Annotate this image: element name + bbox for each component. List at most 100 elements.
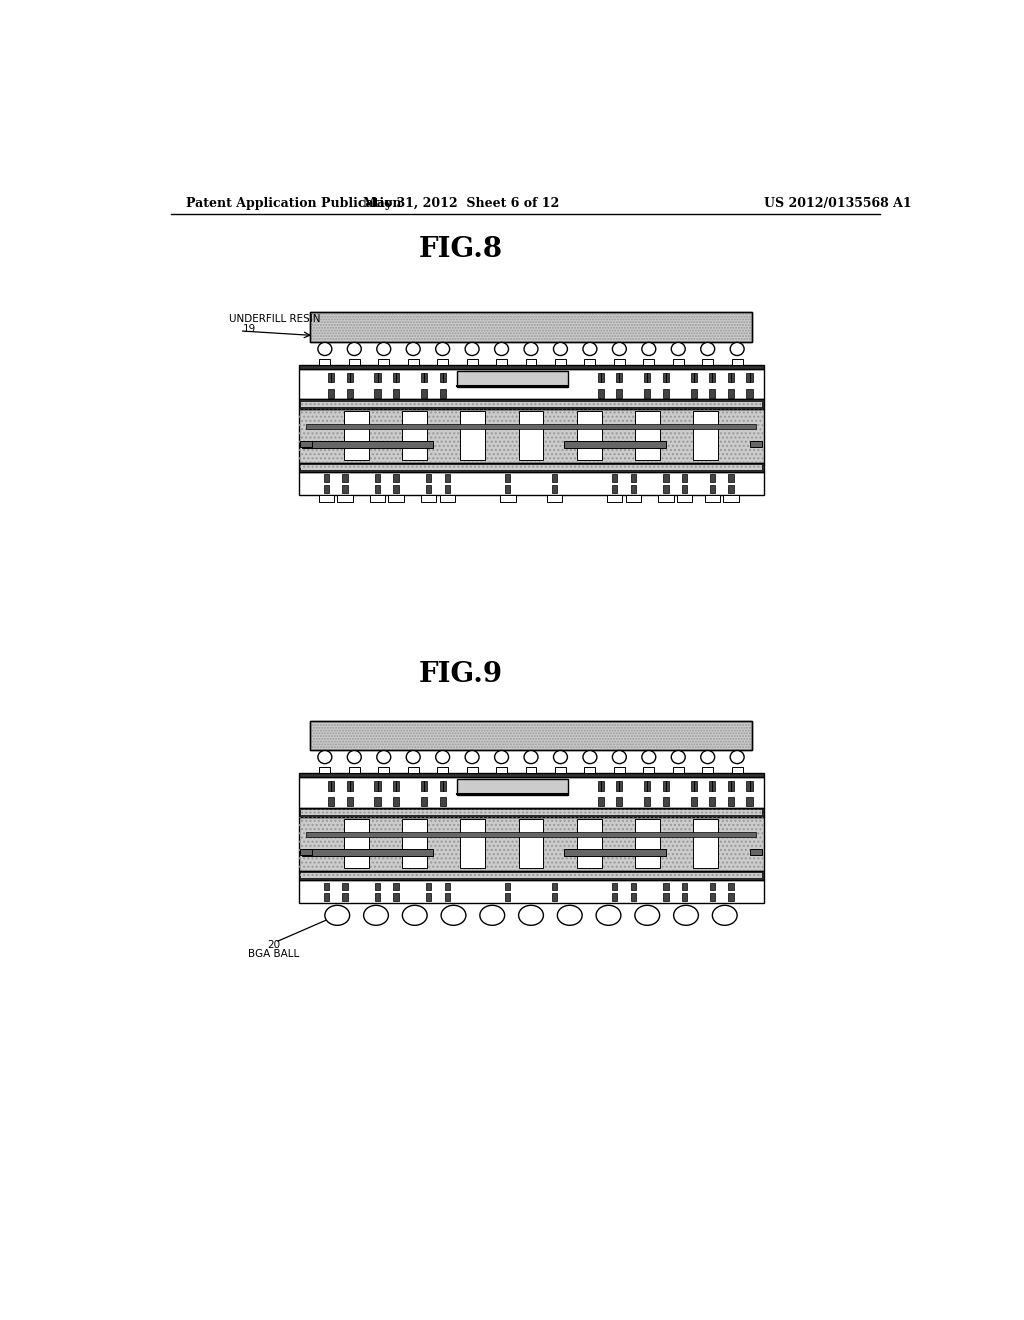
Bar [444, 883, 450, 890]
Bar [732, 767, 742, 774]
Bar [585, 767, 595, 774]
Bar [505, 894, 510, 902]
Bar [299, 774, 764, 776]
Ellipse shape [557, 906, 583, 925]
Bar [702, 359, 713, 364]
Bar [393, 894, 399, 902]
Bar [444, 486, 450, 494]
Bar [324, 894, 329, 902]
Bar [342, 883, 348, 890]
Bar [299, 880, 764, 903]
Bar [349, 767, 359, 774]
Ellipse shape [596, 906, 621, 925]
Bar [644, 797, 650, 807]
Bar [598, 374, 604, 383]
Bar [518, 411, 544, 461]
Ellipse shape [524, 751, 538, 763]
Bar [299, 776, 764, 808]
Ellipse shape [435, 751, 450, 763]
Bar [375, 883, 380, 890]
Bar [393, 781, 399, 791]
Ellipse shape [407, 751, 420, 763]
Bar [746, 797, 753, 807]
Bar [751, 849, 762, 855]
Bar [723, 495, 738, 502]
Bar [349, 359, 359, 364]
Ellipse shape [317, 751, 332, 763]
Bar [344, 818, 369, 869]
Bar [552, 894, 557, 902]
Bar [728, 781, 734, 791]
Bar [300, 465, 762, 470]
Bar [319, 359, 331, 364]
Bar [324, 486, 329, 494]
Bar [299, 409, 764, 462]
Bar [732, 359, 742, 364]
Bar [393, 883, 399, 890]
Bar [693, 411, 718, 461]
Bar [693, 818, 718, 869]
Bar [644, 388, 650, 397]
Bar [319, 767, 331, 774]
Bar [616, 374, 623, 383]
Bar [306, 832, 756, 837]
Bar [346, 388, 352, 397]
Bar [505, 486, 510, 494]
Ellipse shape [674, 906, 698, 925]
Ellipse shape [441, 906, 466, 925]
Bar [552, 474, 557, 482]
Bar [555, 767, 566, 774]
Bar [746, 374, 753, 383]
Ellipse shape [518, 906, 544, 925]
Bar [682, 883, 687, 890]
Bar [505, 474, 510, 482]
Ellipse shape [347, 751, 361, 763]
Ellipse shape [635, 906, 659, 925]
Bar [437, 359, 449, 364]
Bar [673, 767, 684, 774]
Bar [299, 364, 764, 368]
Bar [496, 359, 507, 364]
Bar [710, 474, 715, 482]
Bar [299, 471, 764, 495]
Bar [310, 313, 752, 342]
Bar [673, 359, 684, 364]
Bar [439, 374, 445, 383]
Bar [682, 474, 687, 482]
Bar [299, 368, 764, 400]
Bar [328, 797, 334, 807]
Bar [710, 781, 716, 791]
Bar [342, 474, 348, 482]
Bar [710, 388, 716, 397]
Bar [467, 767, 477, 774]
Bar [612, 486, 617, 494]
Bar [310, 313, 752, 342]
Ellipse shape [612, 342, 627, 355]
Bar [658, 495, 674, 502]
Ellipse shape [364, 906, 388, 925]
Ellipse shape [700, 342, 715, 355]
Bar [728, 797, 734, 807]
Bar [563, 849, 666, 857]
Bar [664, 894, 669, 902]
Bar [552, 486, 557, 494]
Bar [746, 781, 753, 791]
Bar [690, 374, 697, 383]
Bar [663, 781, 669, 791]
Text: FIG.8: FIG.8 [419, 236, 504, 263]
Bar [378, 359, 389, 364]
Bar [563, 441, 666, 447]
Bar [635, 818, 659, 869]
Bar [324, 474, 329, 482]
Bar [310, 721, 752, 750]
Bar [408, 767, 419, 774]
Bar [643, 359, 654, 364]
Bar [344, 411, 369, 461]
Bar [437, 767, 449, 774]
Bar [421, 388, 427, 397]
Ellipse shape [465, 751, 479, 763]
Bar [728, 474, 733, 482]
Bar [299, 400, 764, 409]
Ellipse shape [642, 751, 655, 763]
Bar [728, 894, 733, 902]
